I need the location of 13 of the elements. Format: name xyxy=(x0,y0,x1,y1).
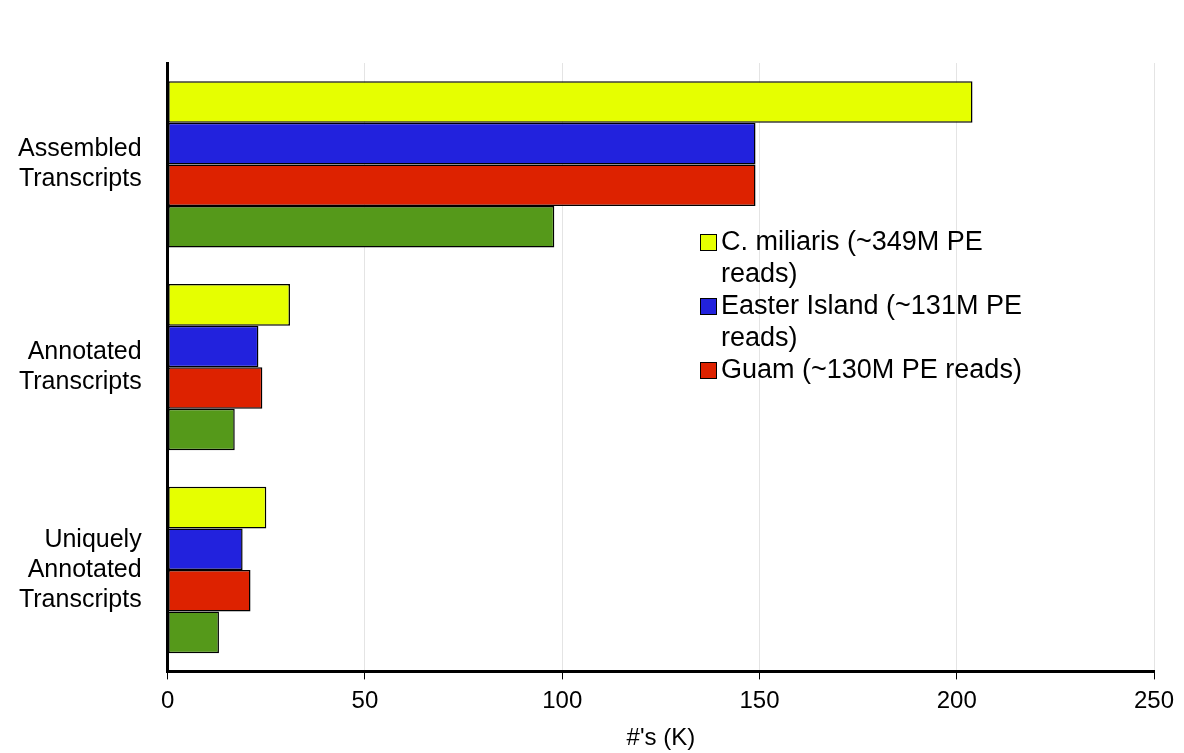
x-tick-label: 150 xyxy=(739,686,780,714)
x-axis-title: #'s (K) xyxy=(626,723,696,751)
y-tick-label: Uniquely Annotated Transcripts xyxy=(18,523,143,612)
x-tick-label: 100 xyxy=(542,686,583,714)
x-tick-label: 250 xyxy=(1133,686,1175,714)
y-tick-label: Assembled Transcripts xyxy=(18,133,142,192)
x-tick-label: 200 xyxy=(936,686,977,714)
x-tick-label: 0 xyxy=(160,686,175,714)
x-tick-label: 50 xyxy=(351,686,379,714)
legend-label: Guam (~130M PE reads) xyxy=(721,353,1022,385)
y-tick-label: Annotated Transcripts xyxy=(18,336,142,395)
legend-label: C. miliaris (~349M PE reads) xyxy=(721,225,984,289)
legend-label: Easter Island (~131M PE reads) xyxy=(721,289,1023,353)
